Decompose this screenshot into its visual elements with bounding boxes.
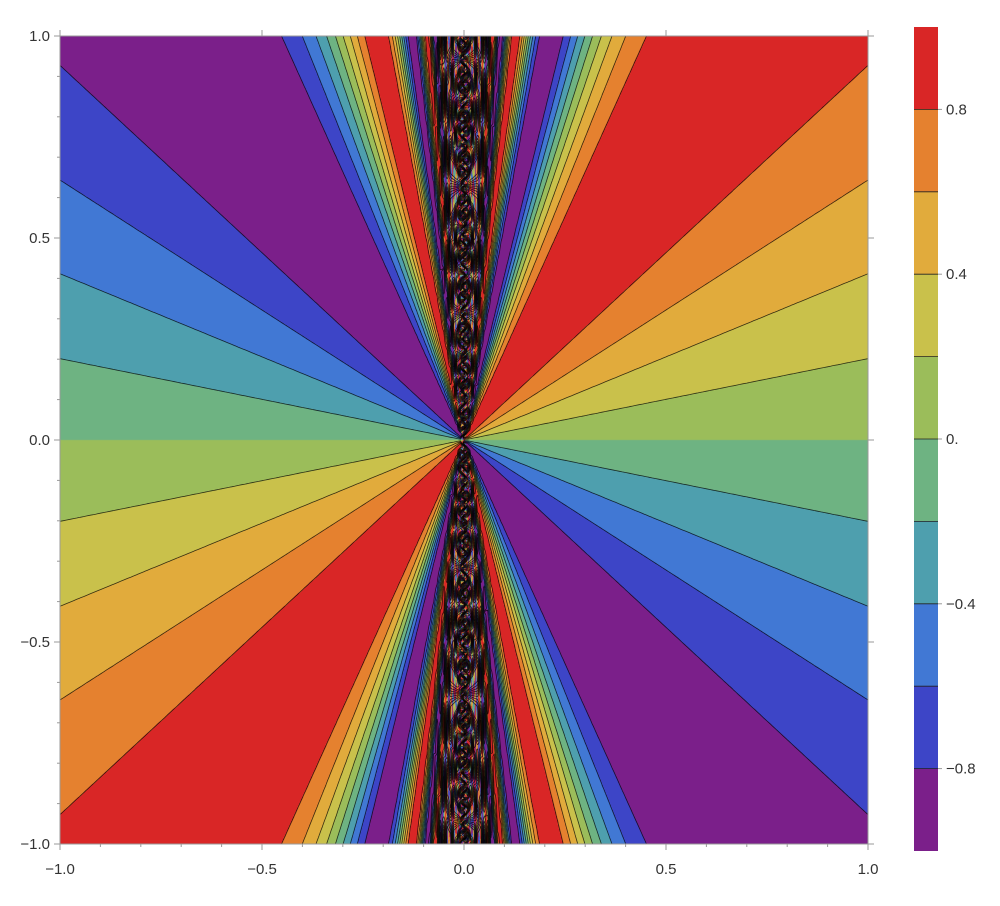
legend-tick-label: −0.8 <box>946 761 976 778</box>
plot-area <box>59 35 869 845</box>
x-axis: −1.0 −0.5 0.0 0.5 1.0 <box>45 30 878 878</box>
contour-line-1 <box>60 36 868 844</box>
legend-swatch <box>914 109 938 192</box>
legend-swatch <box>914 191 938 275</box>
legend-swatch <box>914 356 938 439</box>
legend-swatch <box>914 603 938 687</box>
legend-swatch <box>914 768 938 851</box>
x-tick-label: 0.0 <box>454 861 475 878</box>
legend-swatch <box>914 686 938 769</box>
contour-line-4 <box>335 36 593 844</box>
x-tick-label: −1.0 <box>45 861 75 878</box>
legend-tick-label: 0.4 <box>946 266 967 283</box>
legend-swatch <box>914 274 938 357</box>
y-tick-label: 0.0 <box>29 432 50 449</box>
y-axis: 1.0 0.5 0.0 −0.5 −1.0 <box>20 28 874 853</box>
color-legend: 0.8 0.4 0. −0.4 −0.8 <box>914 27 976 851</box>
legend-tick-label: 0. <box>946 431 959 448</box>
legend-tick-label: −0.4 <box>946 596 976 613</box>
legend-tick-label: 0.8 <box>946 101 967 118</box>
y-tick-label: −0.5 <box>20 634 50 651</box>
y-tick-label: 0.5 <box>29 230 50 247</box>
x-tick-label: 0.5 <box>656 861 677 878</box>
x-tick-label: 1.0 <box>858 861 879 878</box>
legend-swatch <box>914 27 938 110</box>
y-tick-label: −1.0 <box>20 836 50 853</box>
x-tick-label: −0.5 <box>247 861 277 878</box>
contour-line-8 <box>60 36 868 844</box>
legend-swatch <box>914 521 938 604</box>
contour-lines <box>60 36 868 844</box>
legend-swatch <box>914 439 938 522</box>
contour-line-3 <box>60 36 868 844</box>
y-tick-label: 1.0 <box>29 28 50 45</box>
